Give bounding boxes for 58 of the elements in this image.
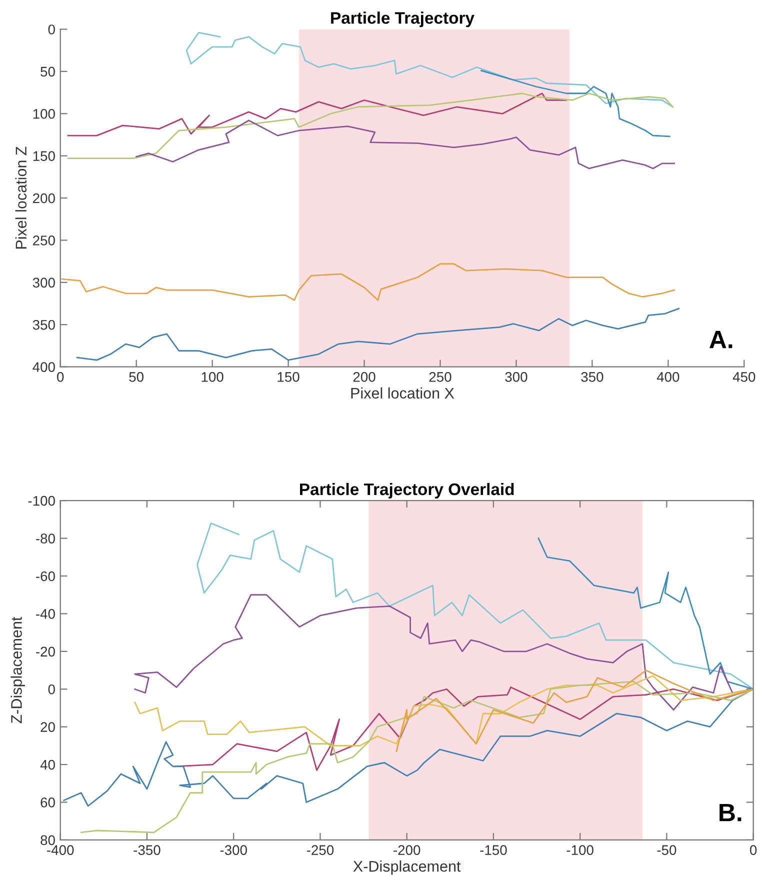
y-tick-label: -40 (36, 609, 55, 619)
y-tick-label: 0 (48, 684, 55, 694)
x-tick-label: -200 (394, 845, 420, 855)
y-tick-label: -80 (36, 534, 55, 544)
chart-title: Particle Trajectory (331, 12, 474, 28)
x-tick-label: 450 (732, 372, 756, 382)
x-tick-label: 100 (202, 372, 224, 382)
x-tick-label: 300 (505, 372, 528, 382)
annotation: B. (720, 804, 742, 822)
y-tick-label: 100 (33, 108, 55, 119)
x-tick-label: -400 (47, 845, 74, 855)
x-tick-label: -100 (566, 845, 594, 855)
y-axis-title: Pixel location Z (15, 146, 27, 249)
line-series (134, 675, 754, 746)
line-series (196, 522, 754, 690)
y-tick-label: 200 (33, 193, 55, 204)
x-tick-label: -300 (220, 845, 247, 855)
y-tick-label: 350 (32, 320, 55, 330)
x-tick-label: -250 (306, 845, 334, 855)
line-series (67, 92, 568, 136)
x-tick-label: 250 (429, 372, 452, 382)
line-series (480, 70, 670, 138)
y-tick-label: 50 (40, 66, 55, 77)
line-series (186, 32, 674, 108)
x-tick-label: 50 (129, 372, 144, 382)
chart-title: Particle Trajectory Overlaid (300, 482, 514, 498)
x-tick-label: -50 (657, 845, 676, 855)
x-tick-label: 0 (57, 372, 64, 382)
annotation: A. (710, 330, 732, 348)
y-tick-label: -60 (36, 571, 55, 582)
y-tick-label: -100 (28, 496, 55, 506)
x-axis-title: Pixel location X (351, 387, 454, 399)
x-tick-label: -350 (134, 845, 160, 855)
line-series (80, 680, 754, 834)
x-tick-label: -150 (480, 845, 507, 855)
x-tick-label: 350 (581, 372, 604, 382)
y-tick-label: 150 (33, 151, 55, 161)
line-series (61, 263, 675, 301)
x-tick-label: 150 (278, 372, 300, 382)
x-axis-title: X-Displacement (353, 860, 461, 875)
y-tick-label: 80 (40, 835, 55, 846)
line-series (136, 120, 675, 170)
y-tick-label: 300 (32, 278, 55, 288)
x-tick-label: 0 (750, 845, 757, 855)
line-series (76, 308, 680, 361)
line-series (67, 92, 674, 160)
x-tick-label: 200 (353, 372, 376, 382)
y-tick-label: 0 (48, 24, 55, 34)
x-tick-label: 400 (656, 372, 680, 382)
y-tick-label: 250 (33, 236, 55, 246)
y-tick-label: 400 (32, 362, 55, 372)
line-series (396, 670, 754, 752)
y-tick-label: 60 (40, 798, 55, 808)
y-tick-label: 40 (40, 760, 55, 770)
y-tick-label: 20 (40, 722, 55, 732)
y-axis-title: Z-Displacement (10, 616, 25, 724)
y-tick-label: -20 (36, 646, 55, 657)
line-series (538, 538, 754, 690)
